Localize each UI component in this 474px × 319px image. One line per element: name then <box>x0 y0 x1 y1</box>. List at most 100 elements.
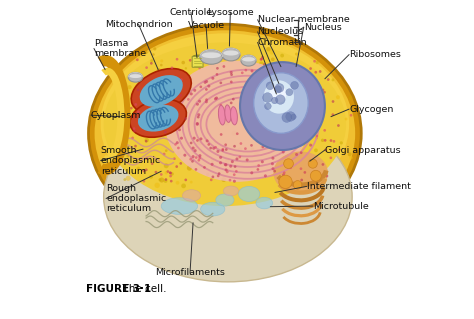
Circle shape <box>314 71 317 74</box>
Circle shape <box>234 165 237 168</box>
Circle shape <box>198 100 201 103</box>
Circle shape <box>200 137 202 140</box>
Circle shape <box>305 138 309 141</box>
Circle shape <box>157 68 161 72</box>
Circle shape <box>260 58 263 60</box>
Circle shape <box>163 152 165 155</box>
Circle shape <box>134 145 137 147</box>
Circle shape <box>301 78 304 80</box>
Circle shape <box>254 152 259 157</box>
Circle shape <box>195 156 198 159</box>
Ellipse shape <box>238 186 260 202</box>
Circle shape <box>262 136 264 139</box>
Circle shape <box>295 111 298 114</box>
Circle shape <box>314 148 318 152</box>
Circle shape <box>216 56 219 60</box>
Circle shape <box>200 85 202 88</box>
Circle shape <box>184 117 187 120</box>
Circle shape <box>198 159 200 162</box>
Ellipse shape <box>222 48 240 61</box>
Circle shape <box>250 99 252 102</box>
Circle shape <box>197 113 201 116</box>
Circle shape <box>151 162 154 165</box>
Circle shape <box>127 154 129 158</box>
Circle shape <box>321 89 324 91</box>
Circle shape <box>145 168 148 171</box>
Circle shape <box>146 157 148 160</box>
Circle shape <box>191 147 197 152</box>
Circle shape <box>266 47 271 51</box>
Circle shape <box>299 80 302 82</box>
Circle shape <box>155 182 160 188</box>
Circle shape <box>241 71 244 74</box>
Circle shape <box>196 122 199 125</box>
Circle shape <box>210 163 214 166</box>
Circle shape <box>159 97 164 102</box>
Ellipse shape <box>242 57 255 62</box>
Circle shape <box>175 165 178 168</box>
Circle shape <box>216 73 219 76</box>
Circle shape <box>199 154 201 157</box>
Circle shape <box>329 156 332 159</box>
Circle shape <box>293 181 302 189</box>
Circle shape <box>191 146 195 150</box>
Text: Vacuole: Vacuole <box>188 21 225 30</box>
Circle shape <box>205 98 208 101</box>
Circle shape <box>264 90 266 93</box>
Circle shape <box>189 59 191 62</box>
Text: Nucleolus: Nucleolus <box>257 27 304 36</box>
Circle shape <box>165 149 167 152</box>
Circle shape <box>153 108 156 111</box>
Circle shape <box>264 174 267 177</box>
Circle shape <box>291 130 294 133</box>
Text: Lysosome: Lysosome <box>207 8 254 17</box>
Text: Nuclear membrane: Nuclear membrane <box>257 15 349 24</box>
Circle shape <box>187 166 192 171</box>
Circle shape <box>164 163 169 168</box>
Circle shape <box>272 167 274 170</box>
Circle shape <box>143 170 145 172</box>
Circle shape <box>264 110 267 113</box>
Circle shape <box>309 67 312 70</box>
Circle shape <box>123 178 126 181</box>
Circle shape <box>277 77 280 79</box>
Circle shape <box>191 160 194 163</box>
Circle shape <box>239 142 242 145</box>
Circle shape <box>219 104 222 107</box>
Circle shape <box>285 147 288 150</box>
Circle shape <box>283 171 286 174</box>
Circle shape <box>285 91 288 94</box>
Circle shape <box>268 103 270 105</box>
Circle shape <box>275 95 285 104</box>
Circle shape <box>282 174 285 176</box>
Circle shape <box>176 58 178 61</box>
Circle shape <box>156 104 159 106</box>
Circle shape <box>214 152 218 155</box>
Circle shape <box>336 95 340 99</box>
Circle shape <box>286 85 290 89</box>
Circle shape <box>292 120 295 123</box>
Circle shape <box>322 165 325 168</box>
Circle shape <box>244 147 247 150</box>
Circle shape <box>290 78 292 80</box>
Circle shape <box>246 159 249 161</box>
Circle shape <box>137 110 140 113</box>
Circle shape <box>212 147 215 150</box>
Circle shape <box>225 159 229 163</box>
Circle shape <box>280 107 283 109</box>
Circle shape <box>283 102 286 105</box>
Circle shape <box>225 148 228 151</box>
Circle shape <box>326 175 328 177</box>
Circle shape <box>170 90 173 93</box>
Circle shape <box>298 172 302 176</box>
Circle shape <box>271 83 273 86</box>
Circle shape <box>345 117 347 120</box>
Ellipse shape <box>270 85 286 103</box>
Circle shape <box>160 173 163 176</box>
Circle shape <box>305 105 308 108</box>
Circle shape <box>150 59 154 63</box>
Text: Chromatin: Chromatin <box>257 38 307 47</box>
Circle shape <box>316 61 319 64</box>
Ellipse shape <box>138 105 179 132</box>
Circle shape <box>283 106 285 108</box>
